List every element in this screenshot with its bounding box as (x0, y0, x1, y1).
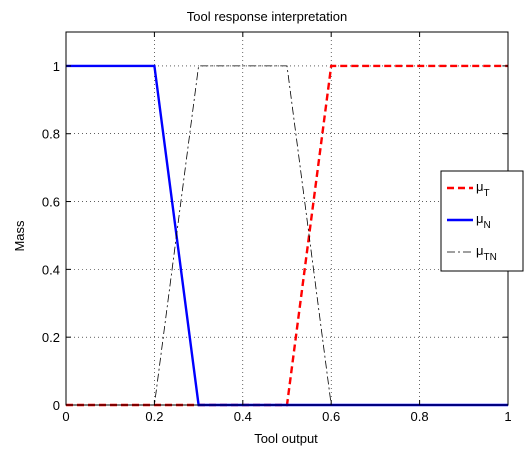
x-tick-label: 0.4 (234, 409, 252, 424)
x-tick-label: 1 (504, 409, 511, 424)
y-tick-label: 0.6 (42, 195, 60, 210)
x-tick-label: 0.6 (322, 409, 340, 424)
y-tick-label: 0.8 (42, 127, 60, 142)
axis-ticks: 0 0.2 0.4 0.6 0.8 1 0 0.2 0.4 0.6 0.8 1 (42, 32, 512, 424)
y-tick-label: 1 (53, 59, 60, 74)
x-tick-label: 0 (62, 409, 69, 424)
y-tick-label: 0 (53, 398, 60, 413)
y-tick-label: 0.4 (42, 262, 60, 277)
y-axis-label: Mass (12, 220, 27, 252)
chart-title: Tool response interpretation (187, 9, 347, 24)
x-tick-label: 0.2 (145, 409, 163, 424)
x-tick-label: 0.8 (411, 409, 429, 424)
y-tick-label: 0.2 (42, 330, 60, 345)
x-axis-label: Tool output (254, 431, 318, 446)
